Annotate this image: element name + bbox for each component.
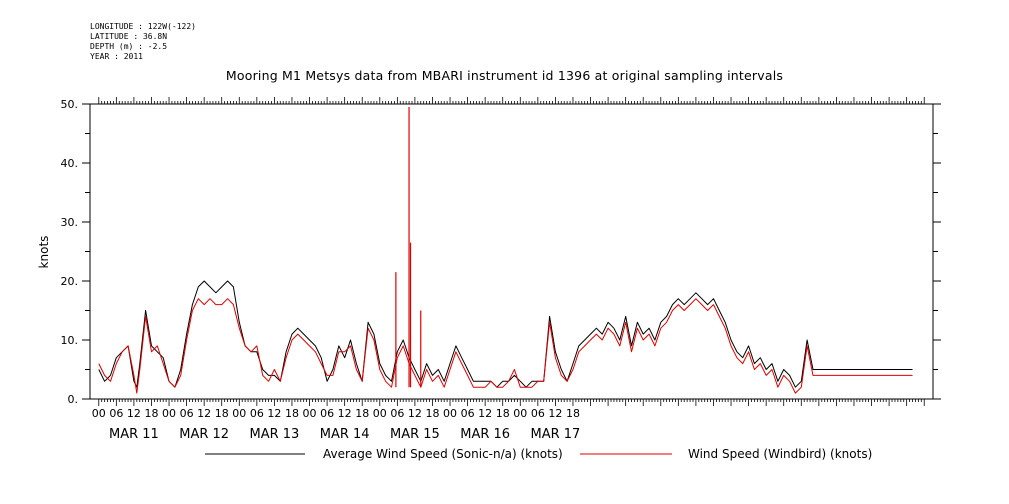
x-hour-label: 00	[162, 407, 176, 420]
x-day-label: MAR 12	[179, 427, 229, 442]
x-hour-label: 18	[285, 407, 299, 420]
x-hour-label: 12	[548, 407, 562, 420]
x-hour-label: 18	[144, 407, 158, 420]
x-hour-label: 06	[180, 407, 194, 420]
y-axis: 0. 10. 20. 30. 40. 50.	[61, 98, 941, 406]
x-hour-label: 06	[461, 407, 475, 420]
series-line-windbird	[98, 298, 913, 394]
legend-label: Average Wind Speed (Sonic-n/a) (knots)	[323, 447, 563, 461]
x-hour-label: 18	[566, 407, 580, 420]
x-day-label: MAR 11	[109, 427, 159, 442]
latitude-label: LATITUDE : 36.8N	[90, 32, 168, 41]
x-day-label: MAR 16	[460, 427, 510, 442]
y-tick-label: 40.	[61, 157, 79, 170]
x-hour-label: 12	[478, 407, 492, 420]
x-hour-label: 00	[92, 407, 106, 420]
x-day-label: MAR 17	[530, 427, 580, 442]
x-hour-label: 18	[425, 407, 439, 420]
legend-label: Wind Speed (Windbird) (knots)	[688, 447, 872, 461]
x-hour-label: 00	[232, 407, 246, 420]
x-hour-label: 12	[267, 407, 281, 420]
x-hour-label: 12	[127, 407, 141, 420]
y-tick-label: 10.	[61, 334, 79, 347]
x-hour-label: 06	[250, 407, 264, 420]
x-axis: 00 06 12 18 00 06 12 18 00 06 12 18 00 06 12 18 00 06 12 18…	[92, 97, 925, 442]
y-axis-label: knots	[37, 236, 51, 269]
y-tick-label: 50.	[61, 98, 79, 111]
x-hour-label: 18	[355, 407, 369, 420]
x-day-label: MAR 13	[249, 427, 299, 442]
station-metadata: LONGITUDE : 122W(-122) LATITUDE : 36.8N …	[90, 22, 196, 62]
y-tick-label: 20.	[61, 275, 79, 288]
series-line-average-sonic	[98, 280, 913, 388]
x-hour-label: 12	[197, 407, 211, 420]
x-hour-label: 06	[109, 407, 123, 420]
year-label: YEAR : 2011	[90, 52, 143, 61]
y-tick-label: 30.	[61, 216, 79, 229]
x-hour-label: 06	[320, 407, 334, 420]
x-hour-label: 00	[373, 407, 387, 420]
x-hour-label: 06	[531, 407, 545, 420]
longitude-label: LONGITUDE : 122W(-122)	[90, 22, 196, 31]
series-layer	[98, 106, 913, 394]
y-tick-label: 0.	[68, 393, 79, 406]
x-hour-label: 12	[408, 407, 422, 420]
x-hour-label: 18	[215, 407, 229, 420]
x-hour-label: 00	[303, 407, 317, 420]
legend: Average Wind Speed (Sonic-n/a) (knots) Wi…	[205, 447, 872, 461]
plot-frame	[89, 103, 934, 400]
chart-title: Mooring M1 Metsys data from MBARI instru…	[225, 68, 784, 83]
x-day-label: MAR 15	[390, 427, 440, 442]
depth-label: DEPTH (m) : -2.5	[90, 42, 168, 51]
x-hour-label: 00	[513, 407, 527, 420]
x-hour-label: 06	[390, 407, 404, 420]
x-day-label: MAR 14	[320, 427, 370, 442]
plot-border	[89, 103, 934, 400]
x-hour-label: 12	[338, 407, 352, 420]
x-hour-label: 00	[443, 407, 457, 420]
x-hour-label: 18	[496, 407, 510, 420]
